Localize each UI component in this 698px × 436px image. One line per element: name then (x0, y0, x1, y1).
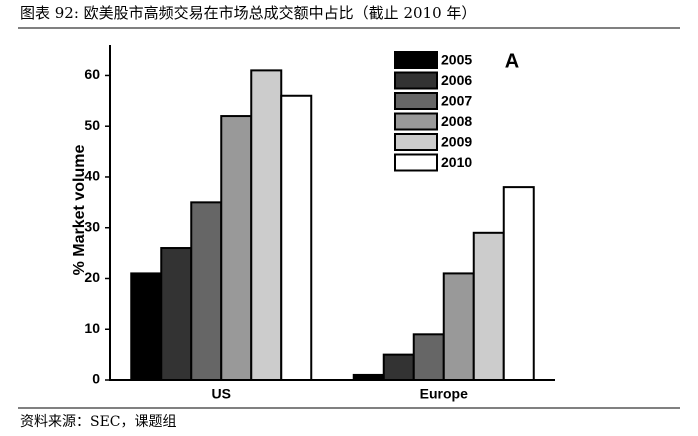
legend-label: 2007 (441, 93, 472, 109)
bar (130, 272, 163, 381)
bar (472, 231, 505, 381)
x-tick-label: Europe (420, 386, 468, 402)
legend-label: 2005 (441, 52, 472, 68)
y-tick-label: 60 (84, 66, 100, 82)
bar (220, 115, 253, 381)
source: 资料来源：SEC，课题组 (20, 414, 177, 430)
x-tick-label: US (212, 386, 231, 402)
legend-swatch (394, 153, 438, 172)
legend-swatch (394, 133, 438, 151)
bar (412, 333, 445, 381)
bar (442, 272, 475, 381)
bar (352, 373, 385, 382)
annotation: A (505, 50, 519, 72)
y-tick-label: 30 (84, 218, 100, 234)
legend-label: 2006 (441, 72, 472, 88)
y-tick-label: 0 (92, 371, 100, 387)
chart-title: 图表 92: 欧美股市高频交易在市场总成交额中占比（截止 2010 年） (20, 4, 476, 22)
y-tick-label: 40 (84, 168, 100, 184)
bar (250, 69, 283, 381)
legend-swatch (394, 71, 438, 90)
legend-label: 2009 (441, 134, 472, 150)
y-tick-label: 10 (84, 320, 100, 336)
y-axis-label: % Market volume (71, 145, 88, 276)
legend-label: 2010 (441, 154, 472, 170)
bar (160, 247, 193, 381)
legend-swatch (394, 112, 438, 131)
y-tick-label: 50 (84, 117, 100, 133)
legend-swatch (394, 92, 438, 110)
legend-label: 2008 (441, 113, 472, 129)
bar (382, 353, 415, 382)
y-tick-label: 20 (84, 269, 100, 285)
bar (502, 186, 535, 381)
bar (280, 94, 313, 382)
bar (190, 201, 223, 381)
legend-swatch (394, 51, 438, 69)
